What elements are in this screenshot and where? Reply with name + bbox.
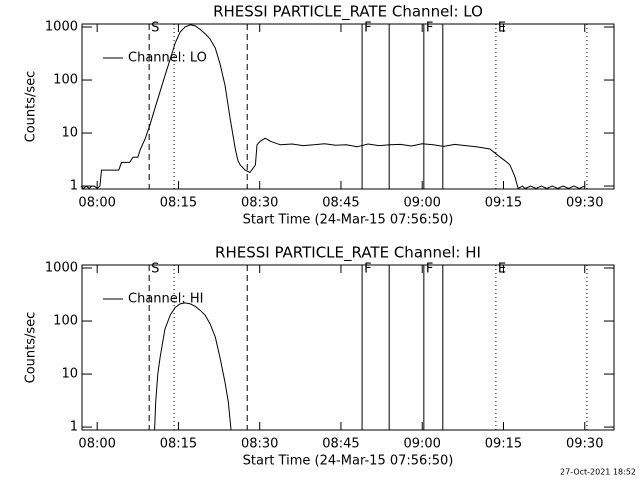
x-tick-label: 08:45 [322,196,359,211]
flag-label: S [151,262,159,277]
x-axis-label: Start Time (24-Mar-15 07:56:50) [243,213,454,228]
x-tick-label: 09:30 [566,437,603,452]
legend-label: Channel: HI [128,292,204,307]
flag-label: F [364,262,371,277]
chart-title: RHESSI PARTICLE_RATE Channel: LO [213,3,483,22]
y-tick-label: 1 [70,179,78,194]
footer: 27-Oct-2021 18:52 [560,468,636,477]
x-tick-label: 09:15 [485,437,522,452]
legend-label: Channel: LO [128,51,207,66]
y-tick-label: 10 [61,126,78,141]
x-tick-label: 08:15 [160,196,197,211]
flag-label: F [426,262,433,277]
flag-label: E [498,262,506,277]
x-tick-label: 08:30 [241,437,278,452]
chart-title: RHESSI PARTICLE_RATE Channel: HI [215,244,481,263]
flag-label: F [364,21,371,36]
y-axis-label: Counts/sec [24,312,39,384]
x-tick-label: 08:00 [78,196,115,211]
y-tick-label: 1 [70,420,78,435]
y-tick-label: 1000 [45,20,78,35]
y-tick-label: 1000 [45,261,78,276]
y-tick-label: 100 [53,73,78,88]
plot-frame [81,23,615,190]
x-tick-label: 08:15 [160,437,197,452]
y-tick-label: 100 [53,314,78,329]
x-axis-label: Start Time (24-Mar-15 07:56:50) [243,454,454,469]
flag-label: E [498,21,506,36]
x-tick-label: 08:00 [78,437,115,452]
flag-label: F [426,21,433,36]
y-axis-label: Counts/sec [24,71,39,143]
flag-label: S [151,21,159,36]
data-line [80,24,585,190]
y-tick-label: 10 [61,367,78,382]
data-line [154,302,232,430]
x-tick-label: 08:45 [322,437,359,452]
x-tick-label: 09:15 [485,196,522,211]
x-tick-label: 09:30 [566,196,603,211]
x-tick-label: 08:30 [241,196,278,211]
x-tick-label: 09:00 [403,437,440,452]
plot-frame [81,264,615,431]
x-tick-label: 09:00 [403,196,440,211]
